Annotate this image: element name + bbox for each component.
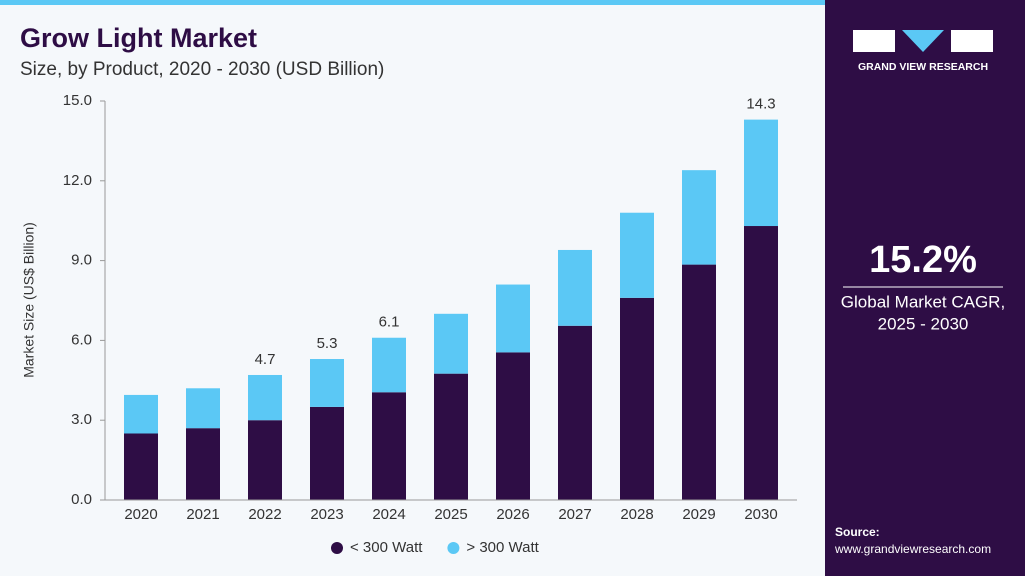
chart-title: Grow Light Market — [20, 23, 257, 53]
legend-label: > 300 Watt — [466, 539, 539, 556]
sidebar — [825, 0, 1025, 576]
y-axis-label: Market Size (US$ Billion) — [21, 222, 37, 378]
bar-segment — [620, 212, 654, 298]
bar-segment — [186, 428, 220, 500]
bar-segment — [496, 284, 530, 353]
total-label: 4.7 — [255, 351, 276, 368]
total-label: 6.1 — [379, 314, 400, 331]
source-url: www.grandviewresearch.com — [834, 542, 991, 556]
logo: GRAND VIEW RESEARCH — [853, 30, 993, 73]
top-border — [0, 0, 825, 5]
total-label: 14.3 — [746, 96, 775, 113]
y-tick-label: 0.0 — [71, 491, 92, 508]
bar-segment — [682, 264, 716, 500]
bar-segment — [124, 433, 158, 500]
x-tick-label: 2020 — [124, 506, 157, 523]
legend-label: < 300 Watt — [350, 539, 423, 556]
x-tick-label: 2029 — [682, 506, 715, 523]
x-tick-label: 2027 — [558, 506, 591, 523]
bar-segment — [248, 374, 282, 421]
bar-segment — [558, 249, 592, 326]
x-tick-label: 2024 — [372, 506, 405, 523]
logo-block — [951, 30, 993, 52]
logo-block — [902, 30, 944, 52]
x-tick-label: 2022 — [248, 506, 281, 523]
chart-subtitle: Size, by Product, 2020 - 2030 (USD Billi… — [20, 59, 384, 80]
y-tick-label: 12.0 — [63, 172, 92, 189]
x-tick-label: 2030 — [744, 506, 777, 523]
bar-segment — [124, 394, 158, 434]
x-tick-label: 2025 — [434, 506, 467, 523]
total-label: 5.3 — [317, 335, 338, 352]
legend-swatch — [331, 542, 343, 554]
bar-segment — [372, 337, 406, 393]
bar-segment — [496, 352, 530, 500]
legend-swatch — [447, 542, 460, 554]
y-tick-label: 9.0 — [71, 252, 92, 269]
bar-segment — [558, 325, 592, 500]
y-tick-label: 15.0 — [63, 92, 92, 109]
bar-segment — [186, 388, 220, 429]
bar-segment — [682, 170, 716, 265]
source-label: Source: — [835, 525, 880, 539]
bar-segment — [744, 119, 778, 227]
brand: GRAND VIEW RESEARCH — [858, 61, 988, 73]
bar-segment — [248, 420, 282, 500]
bar-segment — [744, 226, 778, 500]
y-tick-label: 6.0 — [71, 331, 92, 348]
x-tick-label: 2028 — [620, 506, 653, 523]
x-tick-label: 2026 — [496, 506, 529, 523]
cagr-value: 15.2% — [869, 239, 977, 281]
cagr-label: Global Market CAGR, — [841, 292, 1005, 311]
y-tick-label: 3.0 — [71, 411, 92, 428]
bar-segment — [620, 297, 654, 500]
bar-segment — [310, 359, 344, 407]
bar-segment — [434, 313, 468, 374]
bar-segment — [434, 373, 468, 500]
bar-segment — [310, 406, 344, 500]
cagr-label: 2025 - 2030 — [878, 314, 969, 333]
bar-segment — [372, 392, 406, 500]
logo-block — [853, 30, 895, 52]
x-tick-label: 2023 — [310, 506, 343, 523]
x-tick-label: 2021 — [186, 506, 219, 523]
